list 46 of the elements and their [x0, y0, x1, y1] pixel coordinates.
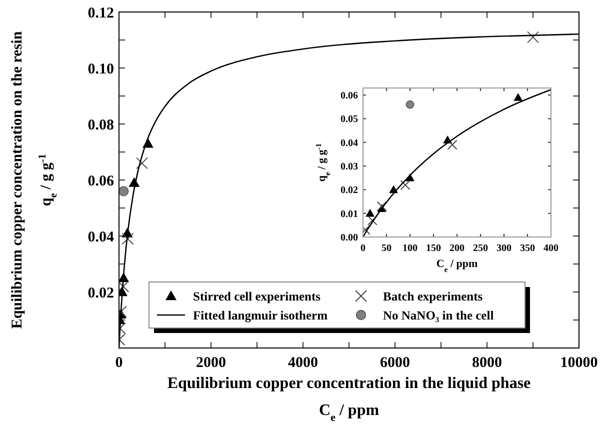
- x-tick-label: 10000: [560, 355, 598, 371]
- point: [406, 100, 414, 109]
- point: [376, 201, 387, 212]
- x-tick-label: 300: [496, 243, 512, 254]
- x-axis-title: C$_{e}$ / ppm: [436, 258, 478, 274]
- y-tick-label: 0.02: [88, 285, 114, 302]
- y-tick-label: 0.01: [340, 208, 358, 220]
- point: [514, 92, 523, 101]
- x-tick-label: 200: [450, 243, 464, 254]
- legend-label: No NaNO₃ in the cell: [383, 308, 494, 322]
- y-tick-label: 0.06: [88, 173, 114, 190]
- x-tick-label: 2000: [196, 355, 226, 371]
- y-tick-label: 0.08: [88, 117, 114, 134]
- line-series: [119, 33, 579, 348]
- x-tick-label: 50: [382, 243, 392, 254]
- x-tick-label: 250: [473, 243, 488, 254]
- y-tick-label: 0.04: [88, 229, 114, 246]
- y-tick-label: 0.04: [340, 138, 358, 149]
- x-tick-label: 6000: [380, 355, 410, 371]
- x-tick-label: 100: [402, 243, 418, 254]
- y-tick-label: 0.06: [340, 90, 358, 102]
- point: [119, 280, 130, 292]
- x-axis-title: Equilibrium copper concentration in the liquid phase C$_{e}$ / ppm: [167, 375, 531, 424]
- point: [119, 186, 129, 196]
- line-series: [363, 89, 551, 237]
- point: [136, 157, 148, 170]
- x-tick-label: 4000: [288, 355, 318, 371]
- point: [527, 31, 539, 44]
- y-tick-label: 0.12: [88, 5, 114, 22]
- y-tick-label: 0.02: [340, 185, 358, 196]
- point: [366, 208, 375, 217]
- legend-label: Stirred cell experiments: [193, 289, 321, 304]
- point: [447, 140, 458, 150]
- y-tick-label: 0.10: [88, 61, 114, 78]
- y-tick-label: 0.03: [340, 162, 358, 173]
- x-tick-label: 150: [426, 243, 441, 254]
- point: [400, 180, 410, 190]
- legend-label: Fitted langmuir isotherm: [193, 308, 328, 322]
- legend-label: Batch experiments: [383, 289, 483, 304]
- x-tick-label: 0: [360, 243, 366, 254]
- x-tick-label: 400: [544, 243, 558, 254]
- y-tick-label: 0.00: [340, 232, 358, 244]
- x-tick-label: 350: [520, 243, 535, 254]
- x-tick-label: 0: [115, 355, 123, 371]
- y-tick-label: 0.05: [340, 114, 358, 126]
- x-tick-label: 8000: [472, 355, 502, 371]
